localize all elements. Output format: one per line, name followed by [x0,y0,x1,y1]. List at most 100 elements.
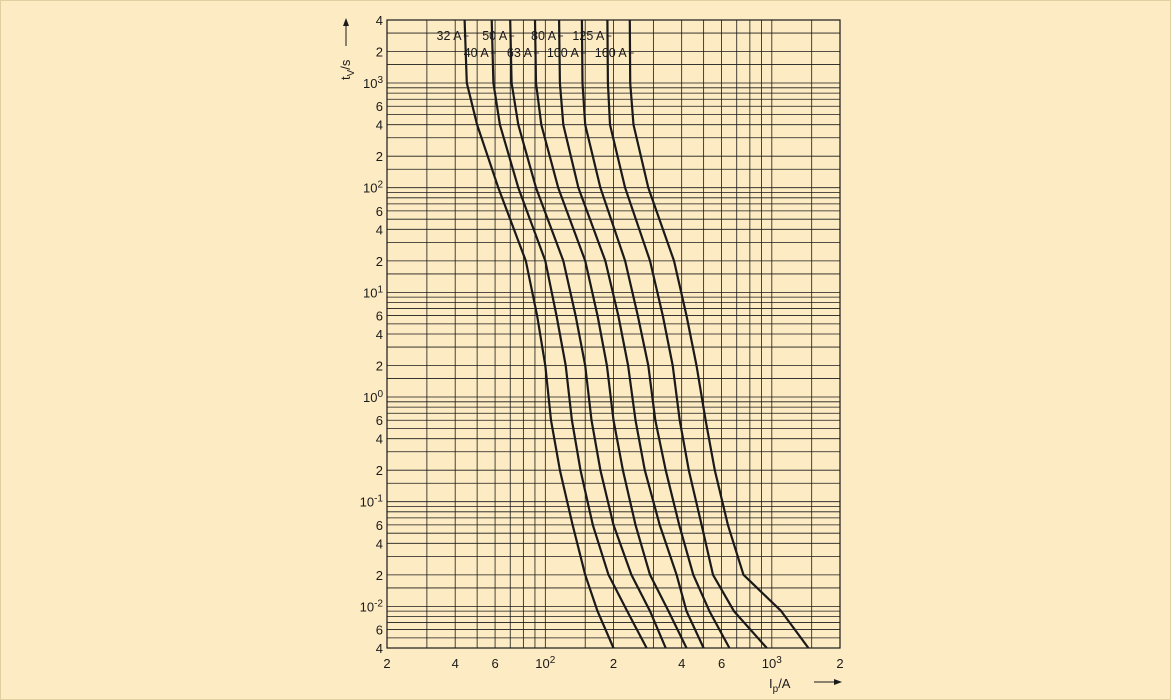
y-tick-label: 2 [376,149,383,164]
y-tick-text: 4 [376,432,383,447]
y-label-base: t [338,76,353,80]
y-tick-text: 6 [376,204,383,219]
y-tick-label: 6 [376,623,383,638]
y-label-sub: V [346,69,357,76]
x-tick-label: 2 [610,656,617,671]
y-tick-label: 2 [376,463,383,478]
x-tick-text: 2 [836,656,843,671]
curve-125a [606,19,768,649]
x-tick-text: 6 [491,656,498,671]
y-tick-text: 10 [360,599,374,614]
x-tick-label: 6 [718,656,725,671]
y-tick-text: 10 [363,181,377,196]
y-tick-text: 4 [376,641,383,656]
svg-text:tV/s: tV/s [338,59,357,80]
y-tick-label: 4 [376,118,383,133]
y-tick-text: 6 [376,99,383,114]
y-tick-text: 2 [376,45,383,60]
y-tick-exponent: -2 [374,598,383,609]
y-tick-text: 4 [376,222,383,237]
curve-label: 63 A [507,46,533,60]
y-tick-label: 4 [376,641,383,656]
curves [463,19,810,649]
x-tick-text: 2 [383,656,390,671]
y-tick-label: 4 [376,327,383,342]
y-tick-label: 10-1 [360,494,384,510]
y-tick-text: 6 [376,413,383,428]
x-axis-label: Ip/A [769,676,791,695]
x-tick-label: 2 [383,656,390,671]
y-tick-label: 103 [363,75,383,91]
curve-63a [533,19,688,649]
y-tick-label: 2 [376,45,383,60]
x-tick-exponent: 2 [550,655,556,666]
y-tick-exponent: 3 [377,75,383,86]
y-tick-label: 2 [376,359,383,374]
curve-label: 100 A [547,46,580,60]
y-axis-label: tV/s [338,59,357,80]
x-tick-text: 2 [610,656,617,671]
curve-100a [580,19,731,649]
curve-80a [558,19,705,649]
curve-label: 50 A [482,29,508,43]
x-tick-label: 4 [452,656,459,671]
grid [386,19,841,649]
y-tick-text: 2 [376,568,383,583]
y-tick-text: 6 [376,309,383,324]
curve-160a [628,19,810,649]
x-axis-arrowhead [834,679,842,685]
y-tick-text: 2 [376,359,383,374]
y-tick-text: 10 [363,390,377,405]
x-tick-label: 2 [836,656,843,671]
y-tick-exponent: 1 [377,284,383,295]
x-label-sub: p [773,684,779,695]
x-tick-label: 6 [491,656,498,671]
curve-50a [509,19,667,649]
curve-label: 80 A [531,29,557,43]
y-tick-label: 6 [376,99,383,114]
x-tick-label: 4 [678,656,685,671]
y-tick-label: 6 [376,413,383,428]
x-tick-label: 102 [535,655,555,671]
x-tick-text: 4 [452,656,459,671]
y-tick-text: 10 [363,285,377,300]
y-tick-text: 2 [376,149,383,164]
y-axis-arrowhead [343,18,349,26]
y-tick-exponent: 2 [377,180,383,191]
curve-label: 160 A [595,46,628,60]
x-label-rest: /A [778,676,791,691]
y-tick-label: 4 [376,13,383,28]
curve-32a [463,19,615,649]
y-label-rest: /s [338,59,353,70]
x-tick-text: 10 [762,656,776,671]
y-tick-label: 6 [376,518,383,533]
x-axis-ticks: 2 4 6 102 2 4 6 103 2 [383,655,843,671]
curve-labels: 32 A40 A 50 A 63 A 80 A 100 A 125 A 160 A [437,29,634,60]
curve-label: 32 A [437,29,463,43]
y-tick-text: 10 [363,76,377,91]
y-tick-label: 4 [376,222,383,237]
y-tick-label: 6 [376,204,383,219]
y-tick-text: 2 [376,254,383,269]
curve-label: 125 A [572,29,605,43]
x-tick-label: 103 [762,655,782,671]
curve-40a [490,19,648,649]
y-tick-text: 4 [376,536,383,551]
x-tick-text: 6 [718,656,725,671]
y-tick-label: 6 [376,309,383,324]
y-tick-label: 101 [363,284,383,300]
y-tick-text: 2 [376,463,383,478]
y-tick-label: 10-2 [360,598,384,614]
y-tick-text: 4 [376,118,383,133]
y-tick-label: 2 [376,254,383,269]
y-tick-label: 100 [363,389,383,405]
curve-label: 40 A [464,46,490,60]
y-tick-exponent: -1 [374,494,383,505]
y-tick-text: 6 [376,518,383,533]
y-tick-label: 4 [376,432,383,447]
y-tick-text: 10 [360,495,374,510]
y-tick-label: 4 [376,536,383,551]
x-tick-text: 4 [678,656,685,671]
